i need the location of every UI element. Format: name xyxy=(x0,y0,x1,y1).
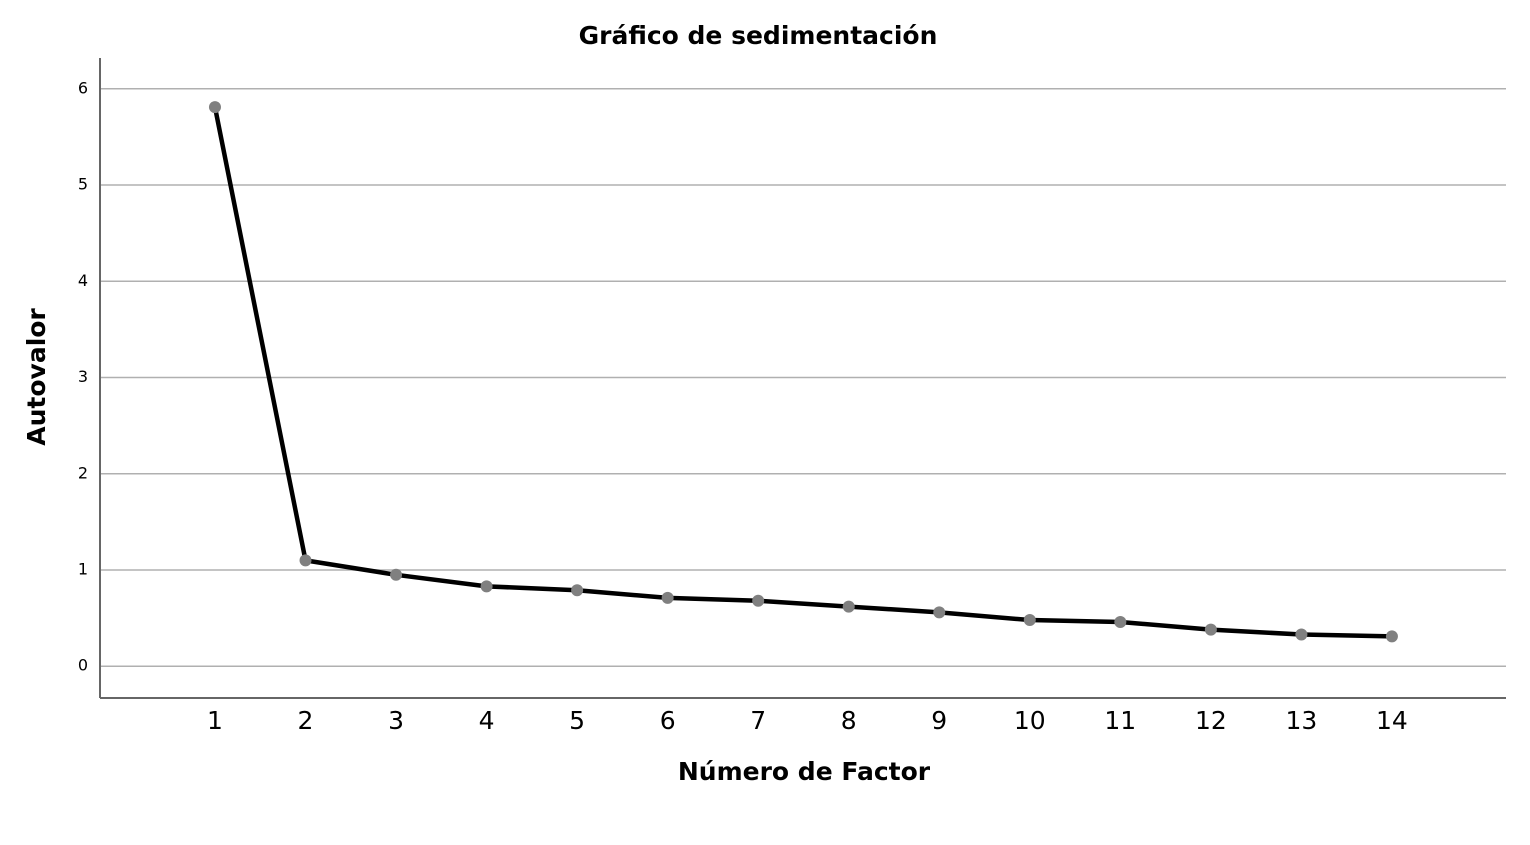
y-tick-label: 1 xyxy=(78,560,88,579)
y-tick-label: 6 xyxy=(78,78,88,97)
data-point xyxy=(842,600,855,613)
x-tick-label: 2 xyxy=(298,706,314,735)
x-tick-label: 12 xyxy=(1195,706,1227,735)
y-tick-label: 0 xyxy=(78,656,88,675)
x-tick-label: 7 xyxy=(750,706,766,735)
data-point xyxy=(1204,623,1217,636)
x-tick-label: 10 xyxy=(1014,706,1046,735)
x-tick-label: 11 xyxy=(1104,706,1136,735)
data-point xyxy=(1023,614,1036,627)
y-axis-label: Autovalor xyxy=(22,308,51,446)
y-tick-label: 5 xyxy=(78,175,88,194)
data-point xyxy=(571,584,584,597)
data-point xyxy=(208,101,221,114)
y-tick-label: 4 xyxy=(78,271,88,290)
data-point xyxy=(933,606,946,619)
data-point xyxy=(752,594,765,607)
x-tick-label: 6 xyxy=(660,706,676,735)
x-axis-label: Número de Factor xyxy=(678,757,931,786)
data-point xyxy=(390,568,403,581)
x-tick-label: 9 xyxy=(931,706,947,735)
series-line xyxy=(212,106,1392,639)
y-tick-label: 2 xyxy=(78,463,88,482)
data-point xyxy=(480,580,493,593)
data-point xyxy=(1114,615,1127,628)
x-tick-label: 1 xyxy=(207,706,223,735)
x-tick-label: 14 xyxy=(1376,706,1408,735)
data-point xyxy=(661,591,674,604)
x-tick-label: 8 xyxy=(841,706,857,735)
x-tick-label: 4 xyxy=(479,706,495,735)
x-tick-label: 13 xyxy=(1285,706,1317,735)
data-point xyxy=(299,554,312,567)
data-point xyxy=(1295,628,1308,641)
x-tick-label: 3 xyxy=(388,706,404,735)
chart-title: Gráfico de sedimentación xyxy=(579,21,938,50)
y-tick-label: 3 xyxy=(78,367,88,386)
x-tick-label: 5 xyxy=(569,706,585,735)
data-point xyxy=(1385,630,1398,643)
